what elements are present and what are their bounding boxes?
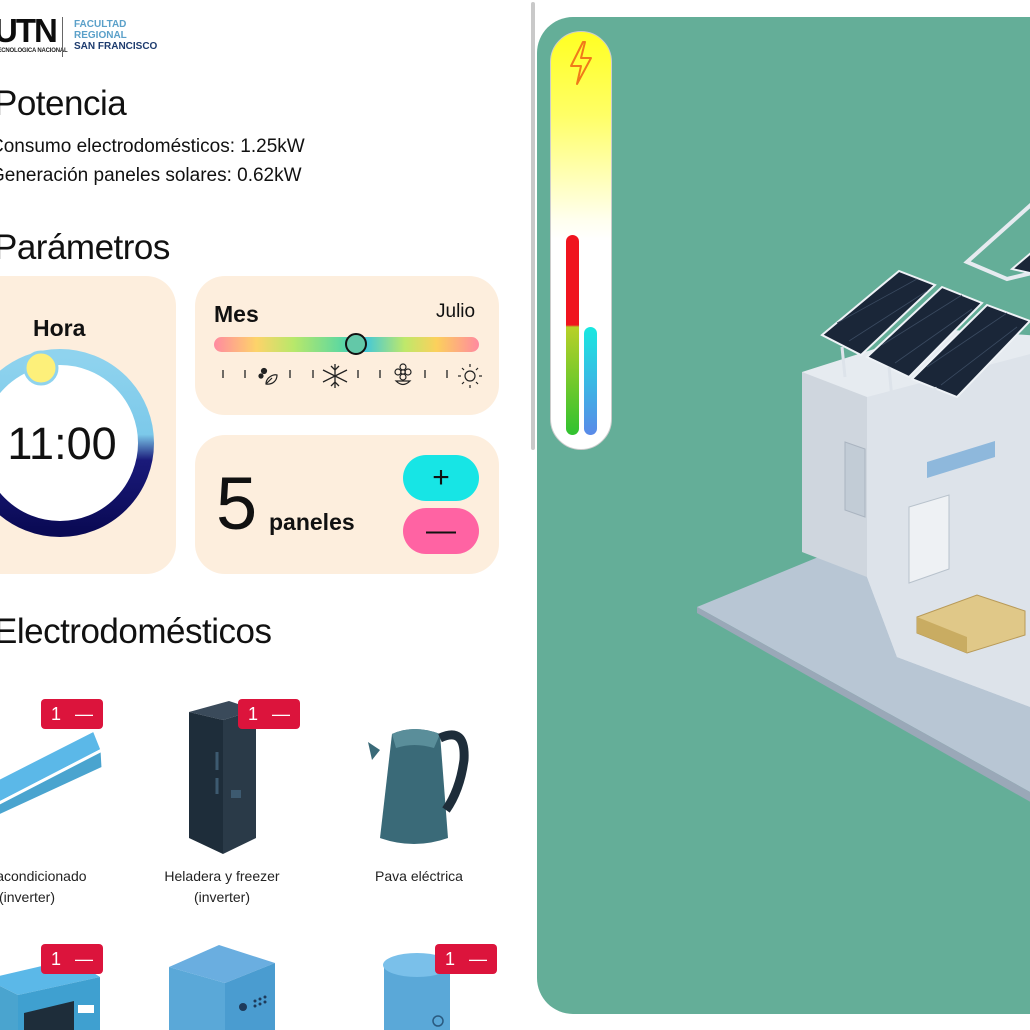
appliance-lavarropas[interactable] [157, 935, 287, 1030]
kettle-icon [368, 724, 469, 848]
microondas-count: 1 [51, 948, 62, 969]
consumption-bar [566, 235, 579, 435]
autumn-leaf-icon [258, 367, 278, 385]
month-slider-thumb[interactable] [345, 333, 368, 355]
aire-remove-button[interactable]: — [75, 703, 94, 724]
generation-bar [584, 327, 597, 435]
fridge-icon [185, 698, 259, 858]
termotanque-remove-button[interactable]: — [469, 948, 488, 969]
logo-subtitle: TECNOLOGICA NACIONAL [0, 48, 68, 54]
heladera-count-badge[interactable]: 1 — [238, 699, 300, 729]
logo-line-3: SAN FRANCISCO [74, 41, 158, 52]
consumo-text: Consumo electrodomésticos: 1.25kW [0, 136, 305, 157]
appliance-sublabel-2: (inverter) [193, 889, 250, 905]
lightning-icon [570, 41, 592, 85]
paneles-count: 5 [216, 462, 258, 545]
utn-logo: UTN TECNOLOGICA NACIONAL FACULTAD REGION… [0, 12, 157, 58]
electrodomesticos-title: Electrodomésticos [0, 612, 272, 651]
logo-faculty: FACULTAD REGIONAL SAN FRANCISCO [74, 19, 157, 52]
parametros-title: Parámetros [0, 228, 170, 267]
termotanque-count-badge[interactable]: 1 — [435, 944, 497, 974]
heladera-remove-button[interactable]: — [272, 703, 291, 724]
termotanque-count: 1 [445, 948, 456, 969]
potencia-title: Potencia [0, 84, 127, 123]
mes-label: Mes [214, 301, 259, 327]
microondas-count-badge[interactable]: 1 — [41, 944, 103, 974]
logo-line-2: REGIONAL [74, 30, 127, 41]
house-3d-scene [697, 203, 1030, 802]
snowflake-icon [322, 364, 348, 388]
logo-line-1: FACULTAD [74, 19, 127, 30]
appliance-label-2: Heladera y freezer [164, 868, 280, 884]
hora-value: 11:00 [7, 418, 117, 469]
heladera-count: 1 [248, 703, 259, 724]
solar-panels [820, 252, 1030, 416]
house-3d-viewport[interactable] [537, 17, 1030, 1014]
generacion-text: Generación paneles solares: 0.62kW [0, 165, 302, 186]
appliance-label-3: Pava eléctrica [375, 868, 463, 884]
water-heater-icon [380, 952, 454, 1030]
appliance-termotanque[interactable] [354, 935, 484, 1030]
mes-value: Julio [436, 301, 476, 322]
microondas-remove-button[interactable]: — [75, 948, 94, 969]
washing-machine-icon [165, 941, 279, 1030]
appliance-heladera[interactable]: Heladera y freezer (inverter) [157, 690, 287, 905]
air-conditioner-icon [0, 727, 105, 818]
add-panel-button[interactable]: + [403, 455, 479, 501]
panel-scrollbar[interactable] [531, 2, 535, 450]
appliance-label-1: Aire acondicionado [0, 868, 87, 884]
appliance-aire-acondicionado[interactable]: Aire acondicionado (inverter) [0, 690, 105, 905]
control-panel: UTN TECNOLOGICA NACIONAL FACULTAD REGION… [0, 12, 499, 1030]
remove-panel-button[interactable]: — [403, 508, 479, 554]
appliance-sublabel-1: (inverter) [0, 889, 55, 905]
aire-count: 1 [51, 703, 62, 724]
paneles-label: paneles [269, 509, 355, 535]
sun-handle [23, 350, 59, 386]
logo-mark: UTN [0, 12, 58, 49]
logo-divider [62, 17, 63, 57]
hour-dial[interactable] [0, 346, 157, 540]
season-scale [222, 363, 482, 388]
aire-count-badge[interactable]: 1 — [41, 699, 103, 729]
appliance-pava[interactable]: Pava eléctrica [354, 690, 484, 884]
flower-icon [394, 363, 412, 386]
hora-label: Hora [33, 315, 86, 341]
energy-meter [550, 31, 612, 450]
sun-icon [458, 364, 482, 388]
